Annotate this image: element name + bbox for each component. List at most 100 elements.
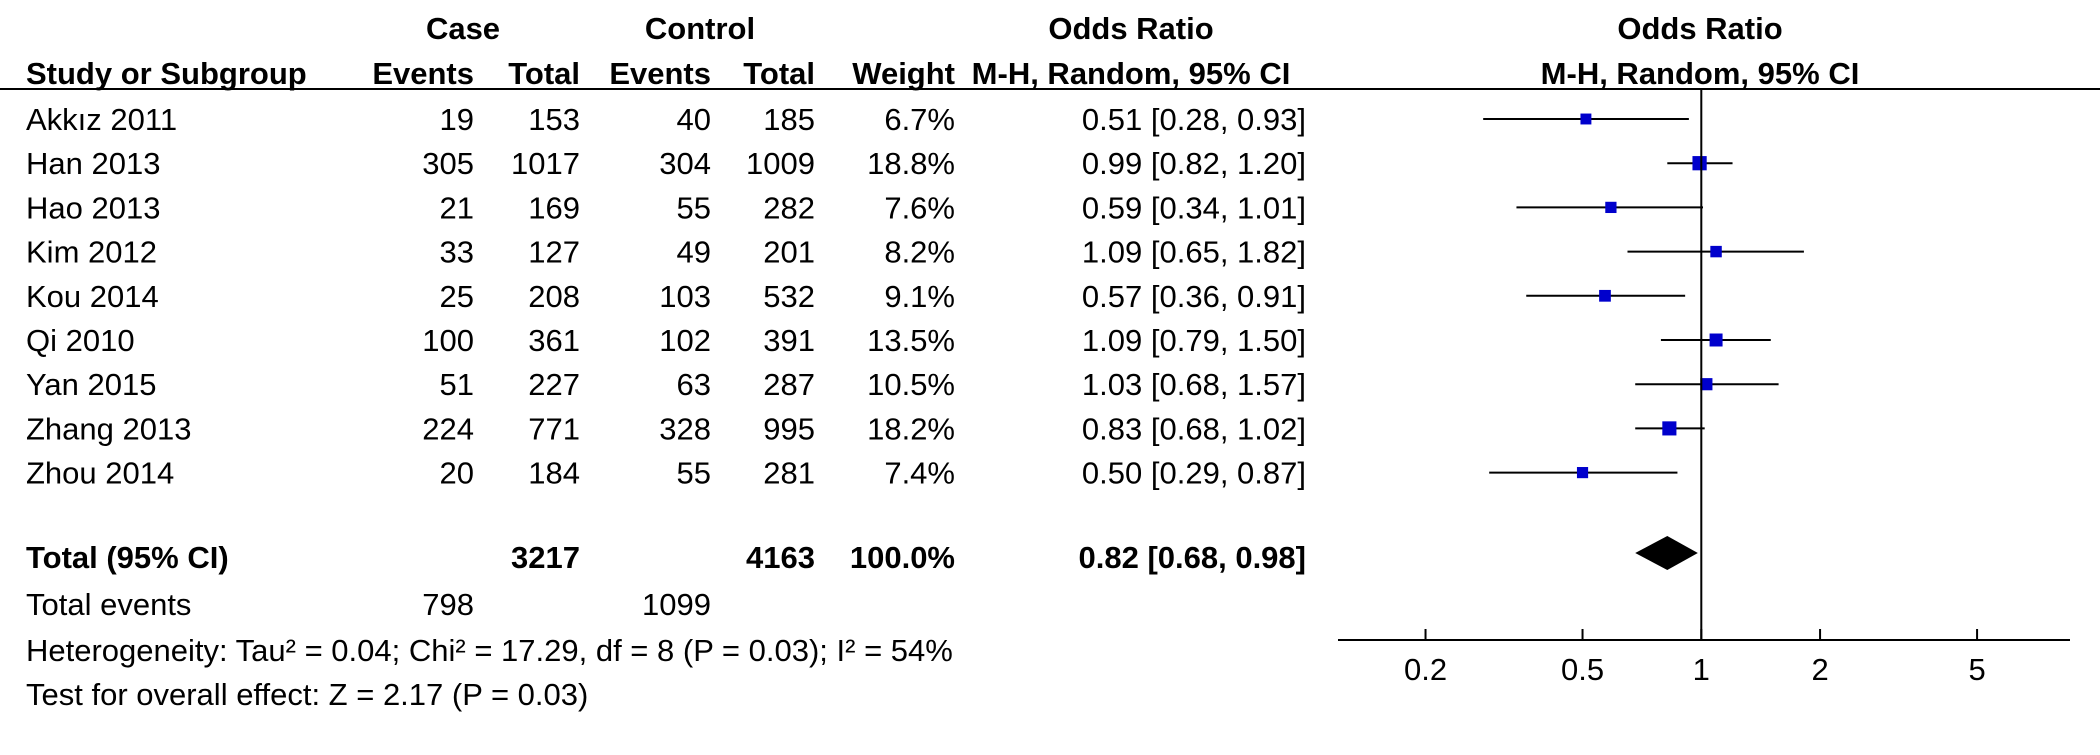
or-marker — [1692, 156, 1707, 171]
ci-text-cell: 1.09 [0.79, 1.50] — [1082, 323, 1306, 358]
header-weight: Weight — [852, 56, 955, 91]
header-case-events: Events — [372, 56, 474, 91]
ci-text-cell: 0.99 [0.82, 1.20] — [1082, 146, 1306, 181]
case-total-cell: 1017 — [511, 146, 580, 181]
weight-cell: 9.1% — [884, 279, 955, 314]
weight-cell: 13.5% — [867, 323, 955, 358]
study-name: Zhou 2014 — [26, 456, 174, 491]
x-tick-label: 2 — [1811, 652, 1828, 687]
control-events-cell: 103 — [659, 279, 711, 314]
or-marker — [1700, 378, 1713, 391]
control-events-cell: 55 — [677, 456, 711, 491]
header-method-plot: M-H, Random, 95% CI — [1541, 56, 1860, 91]
ci-text-cell: 0.57 [0.36, 0.91] — [1082, 279, 1306, 314]
or-marker — [1599, 289, 1611, 302]
total-ci-text: 0.82 [0.68, 0.98] — [1079, 540, 1307, 575]
case-events-cell: 100 — [422, 323, 474, 358]
case-total-cell: 184 — [528, 456, 580, 491]
case-total-cell: 361 — [528, 323, 580, 358]
study-row: Han 2013 305 1017 304 1009 18.8% 0.99 [0.82, 1… — [26, 146, 1306, 181]
ci-text-cell: 1.03 [0.68, 1.57] — [1082, 367, 1306, 402]
case-events-cell: 33 — [440, 235, 474, 270]
total-events-case: 798 — [422, 587, 474, 622]
weight-cell: 10.5% — [867, 367, 955, 402]
x-tick-label: 5 — [1968, 652, 1985, 687]
study-name: Han 2013 — [26, 146, 160, 181]
study-name: Hao 2013 — [26, 190, 160, 225]
study-name: Zhang 2013 — [26, 411, 191, 446]
study-name: Yan 2015 — [26, 367, 156, 402]
control-events-cell: 328 — [659, 411, 711, 446]
x-tick-label: 0.5 — [1561, 652, 1604, 687]
case-events-cell: 224 — [422, 411, 474, 446]
total-control-total: 4163 — [746, 540, 815, 575]
control-total-cell: 287 — [763, 367, 815, 402]
header-method-table: M-H, Random, 95% CI — [972, 56, 1291, 91]
x-tick-label: 0.2 — [1404, 652, 1447, 687]
x-tick-label: 1 — [1693, 652, 1710, 687]
study-name: Qi 2010 — [26, 323, 135, 358]
ci-text-cell: 0.51 [0.28, 0.93] — [1082, 102, 1306, 137]
study-row: Qi 2010 100 361 102 391 13.5% 1.09 [0.79, 1.50… — [26, 323, 1306, 358]
control-events-cell: 102 — [659, 323, 711, 358]
total-label: Total (95% CI) — [26, 540, 229, 575]
control-total-cell: 281 — [763, 456, 815, 491]
study-name: Kou 2014 — [26, 279, 159, 314]
case-events-cell: 305 — [422, 146, 474, 181]
control-total-cell: 1009 — [746, 146, 815, 181]
control-total-cell: 185 — [763, 102, 815, 137]
study-row: Zhou 2014 20 184 55 281 7.4% 0.50 [0.29, 0.87] — [26, 456, 1306, 491]
total-weight: 100.0% — [850, 540, 955, 575]
x-axis: 0.2 0.5 1 2 5 — [1338, 90, 2070, 687]
case-events-cell: 20 — [440, 456, 474, 491]
or-marker — [1580, 113, 1592, 125]
or-marker — [1576, 467, 1589, 479]
or-marker — [1605, 201, 1617, 214]
header-control-group: Control — [645, 11, 755, 46]
ci-text-cell: 1.09 [0.65, 1.82] — [1082, 235, 1306, 270]
control-total-cell: 532 — [763, 279, 815, 314]
control-total-cell: 201 — [763, 235, 815, 270]
study-table-rows: Akkız 2011 19 153 40 185 6.7% 0.51 [0.28, 0.93… — [26, 102, 1306, 491]
study-row: Zhang 2013 224 771 328 995 18.2% 0.83 [0.68, 1… — [26, 411, 1306, 446]
total-events-label: Total events — [26, 587, 191, 622]
study-row: Yan 2015 51 227 63 287 10.5% 1.03 [0.68, 1.57] — [26, 367, 1306, 402]
header-control-events: Events — [609, 56, 711, 91]
study-row: Akkız 2011 19 153 40 185 6.7% 0.51 [0.28, 0.93… — [26, 102, 1306, 137]
weight-cell: 8.2% — [884, 235, 955, 270]
case-total-cell: 153 — [528, 102, 580, 137]
control-events-cell: 63 — [677, 367, 711, 402]
case-events-cell: 51 — [440, 367, 474, 402]
study-name: Kim 2012 — [26, 235, 157, 270]
header-odds-ratio-plot: Odds Ratio — [1617, 11, 1782, 46]
case-total-cell: 227 — [528, 367, 580, 402]
study-name: Akkız 2011 — [26, 102, 177, 137]
total-events-control: 1099 — [642, 587, 711, 622]
header-study-column: Study or Subgroup — [26, 56, 307, 91]
header-odds-ratio-table: Odds Ratio — [1048, 11, 1213, 46]
header-case-total: Total — [508, 56, 580, 91]
control-total-cell: 995 — [763, 411, 815, 446]
control-events-cell: 304 — [659, 146, 711, 181]
control-events-cell: 49 — [677, 235, 711, 270]
ci-text-cell: 0.59 [0.34, 1.01] — [1082, 190, 1306, 225]
or-marker — [1710, 245, 1722, 258]
case-total-cell: 127 — [528, 235, 580, 270]
weight-cell: 7.4% — [884, 456, 955, 491]
control-events-cell: 55 — [677, 190, 711, 225]
overall-effect-note: Test for overall effect: Z = 2.17 (P = 0… — [26, 677, 588, 712]
heterogeneity-note: Heterogeneity: Tau² = 0.04; Chi² = 17.29… — [26, 633, 953, 668]
control-events-cell: 40 — [677, 102, 711, 137]
case-events-cell: 21 — [440, 190, 474, 225]
weight-cell: 18.2% — [867, 411, 955, 446]
weight-cell: 18.8% — [867, 146, 955, 181]
pooled-diamond — [1635, 536, 1698, 570]
case-total-cell: 208 — [528, 279, 580, 314]
case-total-cell: 771 — [528, 411, 580, 446]
control-total-cell: 282 — [763, 190, 815, 225]
total-case-total: 3217 — [511, 540, 580, 575]
header-control-total: Total — [743, 56, 815, 91]
weight-cell: 7.6% — [884, 190, 955, 225]
